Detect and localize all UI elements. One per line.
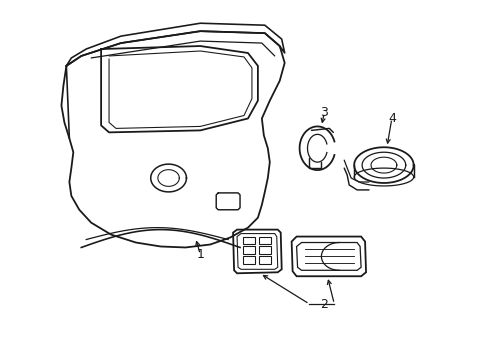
Text: 4: 4 — [387, 112, 395, 125]
Text: 1: 1 — [196, 248, 204, 261]
Text: 3: 3 — [320, 106, 327, 119]
Text: 2: 2 — [320, 297, 327, 311]
